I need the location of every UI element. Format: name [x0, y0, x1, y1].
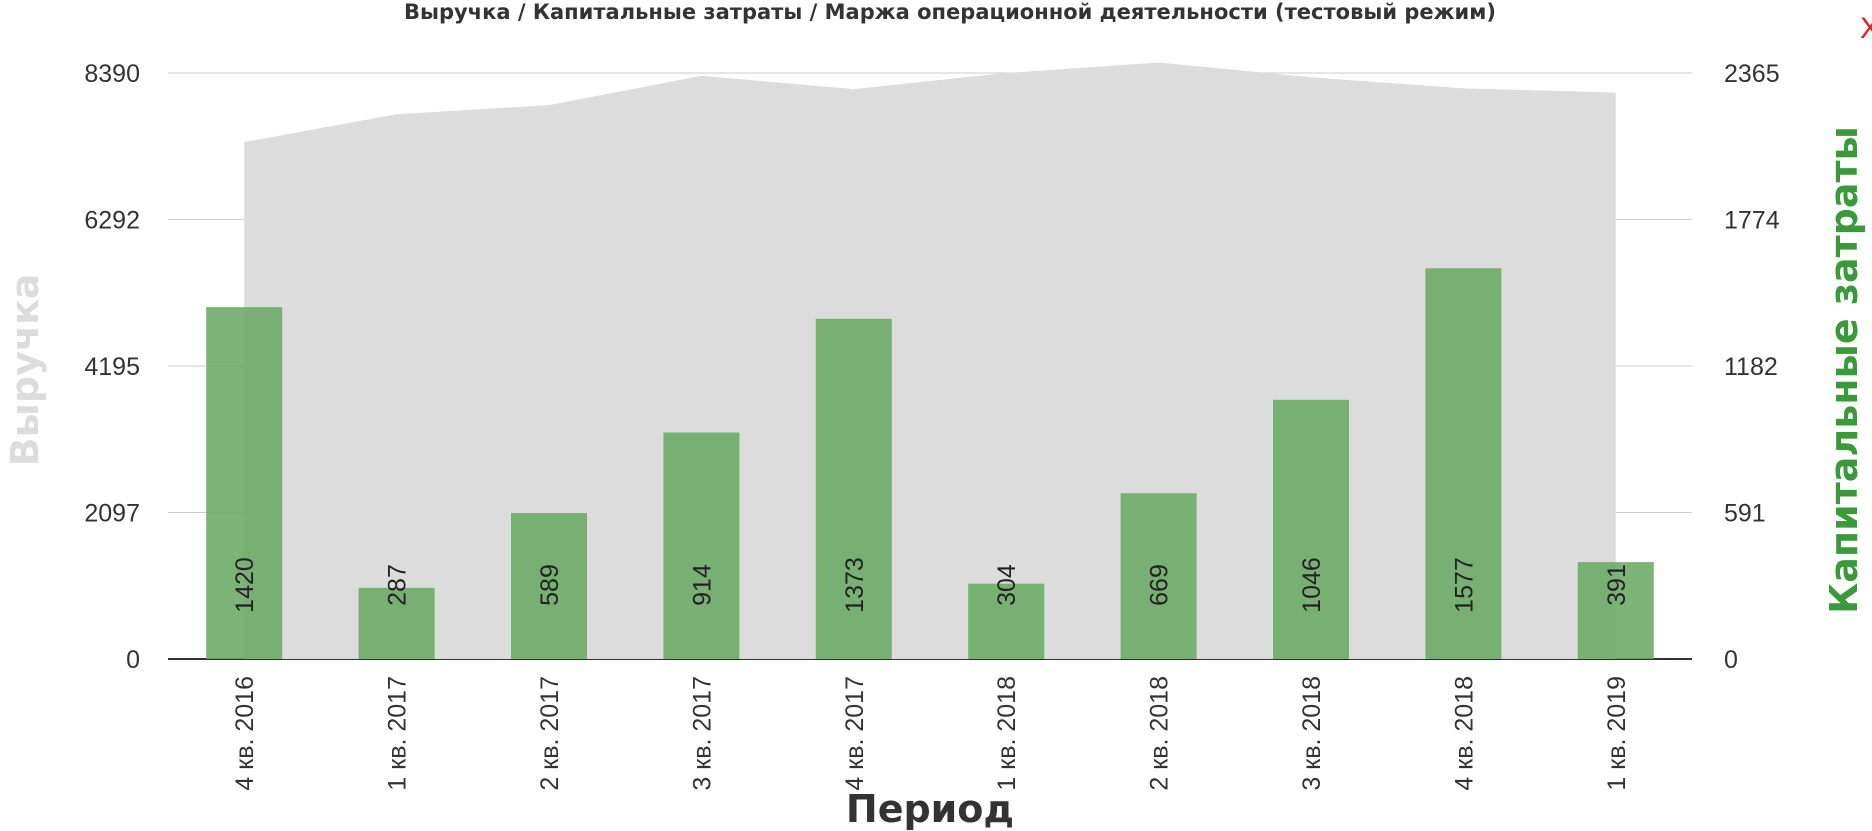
x-axis-tick-label: 4 кв. 2016 — [231, 676, 259, 791]
right-axis-ticks: 0 591 1182 1774 2365 — [1724, 60, 1780, 674]
right-axis-tick-label: 1182 — [1724, 353, 1778, 381]
bar-value-label: 287 — [384, 564, 412, 606]
x-axis-tick-label: 1 кв. 2019 — [1603, 676, 1631, 791]
right-axis-tick-label: 2365 — [1724, 60, 1780, 88]
revenue-area — [244, 62, 1616, 659]
bar-value-label: 1046 — [1298, 557, 1326, 613]
capex-bar — [1425, 268, 1502, 659]
x-axis-tick-label: 3 кв. 2017 — [688, 676, 716, 791]
revenue-area-shape — [244, 62, 1616, 659]
right-axis-title: Капитальные затраты — [1822, 126, 1866, 614]
close-button[interactable]: X — [1860, 12, 1872, 45]
bar-value-label: 1577 — [1450, 557, 1478, 613]
capex-bar — [1120, 493, 1197, 659]
left-axis-tick-label: 6292 — [84, 207, 140, 235]
capex-bar — [206, 307, 283, 659]
right-axis-tick-label: 1774 — [1724, 207, 1780, 235]
x-axis-tick-label: 1 кв. 2017 — [384, 676, 412, 791]
capex-bar — [968, 583, 1045, 659]
x-axis-tick-label: 4 кв. 2017 — [841, 676, 869, 791]
left-axis-tick-label: 2097 — [84, 500, 140, 528]
bar-value-labels: 1420 287 589 914 1373 304 669 1046 1577 391 — [231, 557, 1631, 613]
bar-value-label: 914 — [688, 564, 716, 606]
capex-bar — [1577, 562, 1654, 659]
bar-value-label: 589 — [536, 564, 564, 606]
capex-bar — [511, 513, 587, 659]
chart-title: Выручка / Капитальные затраты / Маржа оп… — [404, 0, 1496, 24]
right-axis-tick-label: 591 — [1724, 500, 1766, 528]
left-axis-tick-label: 8390 — [84, 60, 140, 88]
right-axis-tick-label: 0 — [1724, 646, 1738, 674]
bar-value-label: 391 — [1603, 564, 1631, 606]
bar-value-label: 304 — [993, 564, 1021, 606]
left-axis-ticks: 0 2097 4195 6292 8390 — [84, 60, 140, 674]
capex-bar — [358, 587, 435, 659]
bar-value-label: 1420 — [231, 557, 259, 613]
left-axis-tick-label: 4195 — [84, 353, 140, 381]
x-axis-tick-label: 4 кв. 2018 — [1450, 676, 1478, 791]
left-axis-title: Выручка — [3, 274, 47, 467]
left-axis-tick-label: 0 — [126, 646, 140, 674]
x-axis-tick-label: 1 кв. 2018 — [993, 676, 1021, 791]
capex-bar — [815, 318, 892, 659]
x-axis-tick-label: 3 кв. 2018 — [1298, 676, 1326, 791]
x-axis-tick-label: 2 кв. 2017 — [536, 676, 564, 791]
bar-value-label: 669 — [1146, 564, 1174, 606]
x-axis-tick-labels: 4 кв. 2016 1 кв. 2017 2 кв. 2017 3 кв. 2017… — [231, 676, 1631, 791]
capex-bars — [206, 268, 1654, 659]
capex-bar — [663, 432, 740, 659]
x-axis-title: Период — [846, 787, 1014, 831]
capex-bar — [1273, 399, 1349, 659]
x-axis-tick-label: 2 кв. 2018 — [1146, 676, 1174, 791]
bar-value-label: 1373 — [841, 557, 869, 613]
